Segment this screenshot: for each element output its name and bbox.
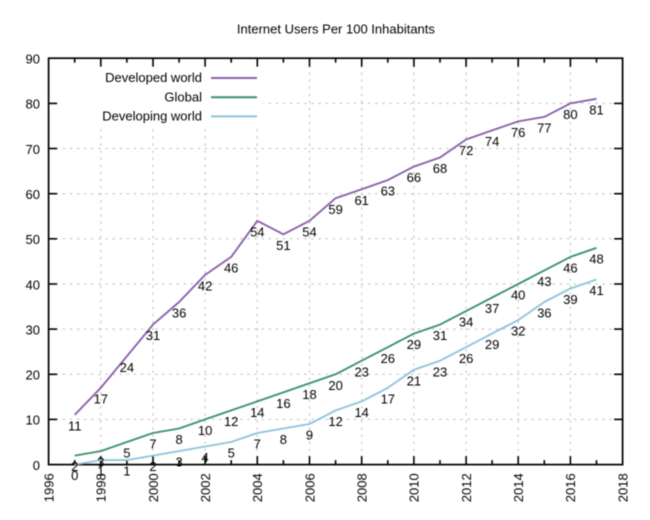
- svg-text:48: 48: [589, 252, 603, 267]
- svg-text:59: 59: [328, 202, 342, 217]
- svg-text:8: 8: [175, 432, 182, 447]
- svg-text:46: 46: [563, 261, 577, 276]
- svg-text:39: 39: [563, 292, 577, 307]
- svg-text:42: 42: [198, 279, 212, 294]
- svg-text:32: 32: [511, 324, 525, 339]
- svg-text:23: 23: [433, 364, 447, 379]
- svg-text:Developed world: Developed world: [105, 70, 202, 85]
- svg-text:21: 21: [407, 373, 421, 388]
- svg-text:2002: 2002: [198, 473, 213, 502]
- svg-text:80: 80: [563, 107, 577, 122]
- svg-text:1: 1: [97, 464, 104, 479]
- svg-text:7: 7: [149, 437, 156, 452]
- svg-text:54: 54: [250, 224, 264, 239]
- svg-text:Internet Users Per 100 Inhabit: Internet Users Per 100 Inhabitants: [237, 21, 436, 36]
- svg-text:1: 1: [123, 464, 130, 479]
- svg-text:1998: 1998: [94, 473, 109, 502]
- svg-text:61: 61: [354, 193, 368, 208]
- svg-text:5: 5: [123, 446, 130, 461]
- svg-text:46: 46: [224, 261, 238, 276]
- svg-text:72: 72: [459, 143, 473, 158]
- svg-text:12: 12: [328, 414, 342, 429]
- svg-text:76: 76: [511, 125, 525, 140]
- svg-text:20: 20: [26, 368, 40, 383]
- svg-text:8: 8: [280, 432, 287, 447]
- svg-text:2: 2: [149, 459, 156, 474]
- svg-text:2000: 2000: [146, 473, 161, 502]
- svg-text:37: 37: [485, 301, 499, 316]
- svg-text:40: 40: [511, 288, 525, 303]
- svg-text:34: 34: [459, 315, 473, 330]
- svg-text:30: 30: [26, 322, 40, 337]
- svg-text:9: 9: [306, 428, 313, 443]
- svg-text:81: 81: [589, 102, 603, 117]
- svg-text:40: 40: [26, 277, 40, 292]
- svg-text:Developing world: Developing world: [102, 109, 202, 124]
- svg-text:29: 29: [407, 337, 421, 352]
- svg-text:70: 70: [26, 142, 40, 157]
- svg-text:31: 31: [146, 328, 160, 343]
- svg-text:43: 43: [537, 274, 551, 289]
- svg-text:54: 54: [302, 224, 316, 239]
- svg-text:3: 3: [97, 455, 104, 470]
- svg-text:3: 3: [175, 455, 182, 470]
- svg-text:10: 10: [26, 413, 40, 428]
- svg-text:14: 14: [354, 405, 368, 420]
- svg-text:10: 10: [198, 423, 212, 438]
- svg-text:2010: 2010: [407, 473, 422, 502]
- svg-text:14: 14: [250, 405, 264, 420]
- svg-text:36: 36: [172, 306, 186, 321]
- svg-text:50: 50: [26, 232, 40, 247]
- svg-text:74: 74: [485, 134, 499, 149]
- svg-text:66: 66: [407, 170, 421, 185]
- svg-text:63: 63: [381, 184, 395, 199]
- svg-text:0: 0: [71, 468, 78, 483]
- svg-text:26: 26: [381, 351, 395, 366]
- svg-text:16: 16: [276, 396, 290, 411]
- svg-text:Global: Global: [164, 89, 202, 104]
- svg-text:80: 80: [26, 97, 40, 112]
- svg-text:29: 29: [485, 337, 499, 352]
- svg-text:2014: 2014: [511, 473, 526, 502]
- svg-text:2: 2: [71, 459, 78, 474]
- svg-text:17: 17: [94, 391, 108, 406]
- svg-text:2008: 2008: [355, 473, 370, 502]
- svg-text:5: 5: [228, 446, 235, 461]
- svg-text:2018: 2018: [615, 473, 630, 502]
- svg-text:0: 0: [33, 458, 40, 473]
- svg-text:77: 77: [537, 121, 551, 136]
- svg-text:68: 68: [433, 161, 447, 176]
- svg-text:24: 24: [120, 360, 134, 375]
- svg-text:60: 60: [26, 187, 40, 202]
- svg-text:41: 41: [589, 283, 603, 298]
- svg-text:2012: 2012: [459, 473, 474, 502]
- svg-text:1996: 1996: [41, 473, 56, 502]
- svg-text:17: 17: [381, 391, 395, 406]
- svg-text:11: 11: [68, 419, 82, 434]
- svg-text:31: 31: [433, 328, 447, 343]
- svg-text:18: 18: [302, 387, 316, 402]
- svg-text:26: 26: [459, 351, 473, 366]
- svg-text:7: 7: [254, 437, 261, 452]
- svg-text:2004: 2004: [250, 473, 265, 502]
- svg-text:23: 23: [354, 364, 368, 379]
- svg-text:20: 20: [328, 378, 342, 393]
- svg-text:36: 36: [537, 306, 551, 321]
- svg-text:90: 90: [26, 52, 40, 67]
- svg-text:12: 12: [224, 414, 238, 429]
- svg-text:4: 4: [201, 450, 208, 465]
- svg-text:2006: 2006: [302, 473, 317, 502]
- svg-text:51: 51: [276, 238, 290, 253]
- svg-text:2016: 2016: [563, 473, 578, 502]
